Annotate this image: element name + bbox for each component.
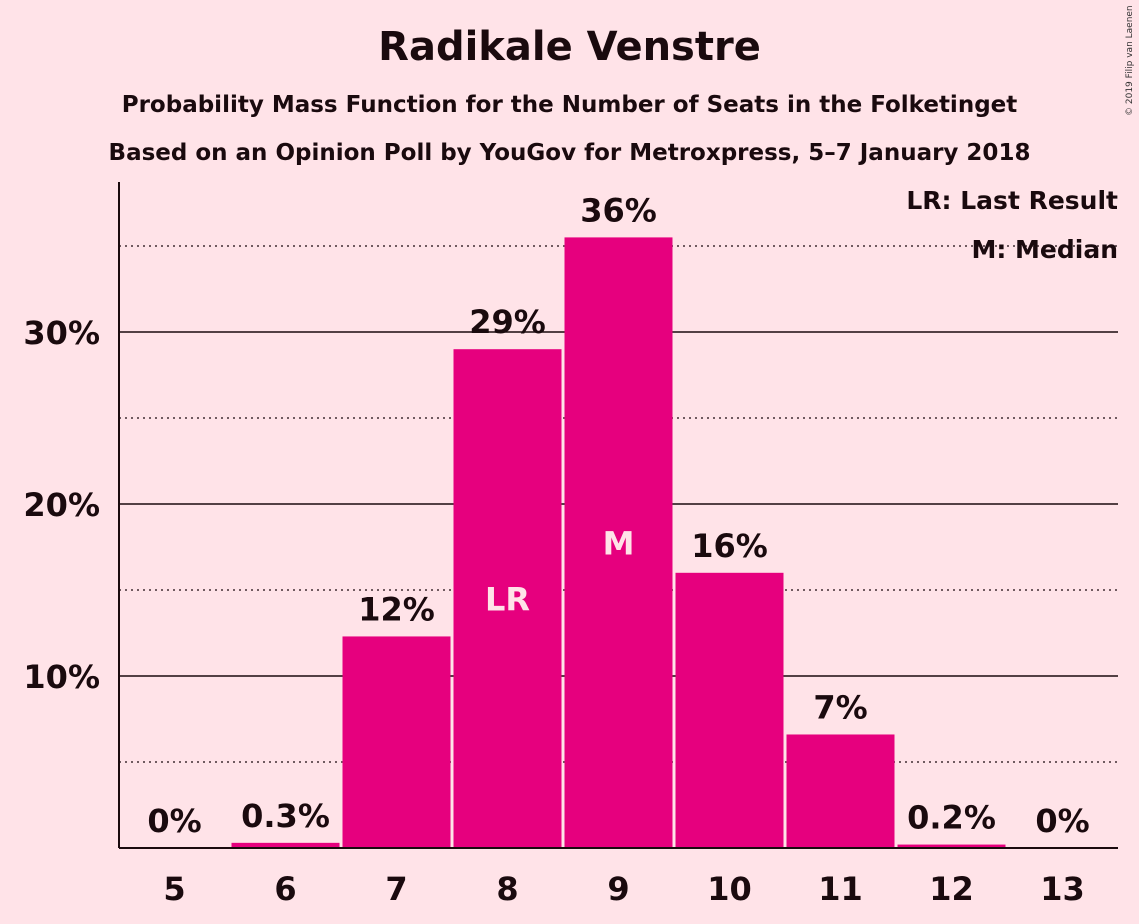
x-tick-label: 6 bbox=[274, 870, 296, 908]
data-labels: 0% 0.3% 12% 29% LR 36% M 16% 7% 0.2% 0% bbox=[147, 191, 1089, 840]
y-tick-label: 30% bbox=[23, 314, 100, 352]
x-tick-label: 9 bbox=[607, 870, 629, 908]
data-label-9: 36% bbox=[580, 191, 657, 229]
bar-6 bbox=[231, 842, 340, 848]
data-label-11: 7% bbox=[813, 688, 867, 726]
data-label-10: 16% bbox=[691, 527, 768, 565]
legend-last-result: LR: Last Result bbox=[906, 186, 1118, 215]
bars bbox=[231, 237, 1006, 848]
data-label-8: 29% bbox=[469, 303, 546, 341]
bar-marker-m: M bbox=[603, 525, 635, 563]
data-label-12: 0.2% bbox=[907, 799, 996, 837]
data-label-6: 0.3% bbox=[241, 797, 330, 835]
x-tick-label: 13 bbox=[1040, 870, 1085, 908]
data-label-13: 0% bbox=[1035, 802, 1089, 840]
data-label-5: 0% bbox=[147, 802, 201, 840]
axes: 10% 20% 30% 5 6 7 8 9 10 11 12 13 bbox=[23, 182, 1118, 908]
bar-10 bbox=[675, 572, 784, 848]
bar-7 bbox=[342, 636, 451, 848]
chart-subtitle-source: Based on an Opinion Poll by YouGov for M… bbox=[108, 140, 1031, 166]
data-label-7: 12% bbox=[358, 590, 435, 628]
x-tick-label: 12 bbox=[929, 870, 974, 908]
x-tick-label: 5 bbox=[163, 870, 185, 908]
x-tick-label: 7 bbox=[385, 870, 407, 908]
y-tick-label: 10% bbox=[23, 658, 100, 696]
chart-title: Radikale Venstre bbox=[378, 24, 761, 70]
bar-12 bbox=[897, 844, 1006, 848]
bar-8 bbox=[453, 349, 562, 848]
legend-median: M: Median bbox=[971, 235, 1118, 264]
chart-subtitle: Probability Mass Function for the Number… bbox=[121, 92, 1018, 118]
x-tick-label: 10 bbox=[707, 870, 752, 908]
x-tick-label: 8 bbox=[496, 870, 518, 908]
bar-9 bbox=[564, 237, 673, 848]
y-tick-label: 20% bbox=[23, 486, 100, 524]
bar-marker-lr: LR bbox=[485, 581, 530, 619]
x-tick-label: 11 bbox=[818, 870, 863, 908]
bar-11 bbox=[786, 734, 895, 848]
